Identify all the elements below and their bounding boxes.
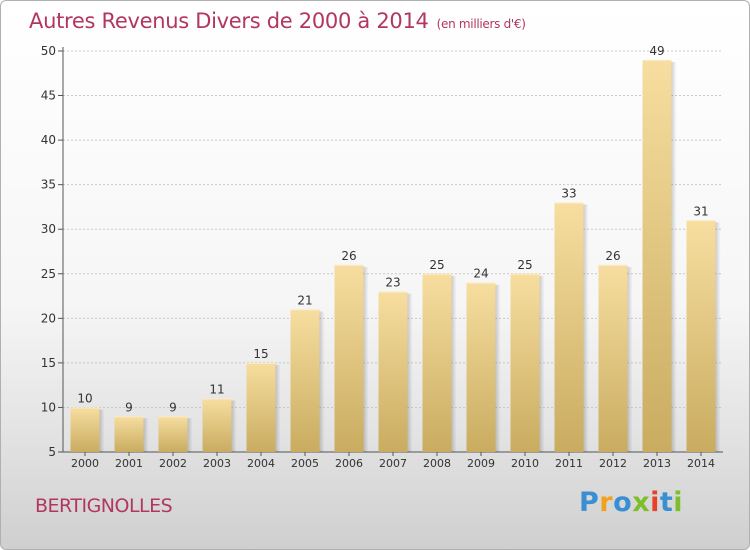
bar <box>642 59 672 453</box>
chart-title: Autres Revenus Divers de 2000 à 2014 (en … <box>29 9 526 33</box>
x-tick-label: 2009 <box>467 457 495 470</box>
value-label: 25 <box>517 258 532 272</box>
bar-shadow <box>539 275 545 452</box>
y-tick-label: 35 <box>41 178 56 192</box>
x-tick-label: 2007 <box>379 457 407 470</box>
bar <box>466 282 496 452</box>
y-tick-label: 5 <box>48 445 56 459</box>
value-label: 11 <box>209 383 224 397</box>
y-tick-label: 20 <box>41 311 56 325</box>
x-tick-label: 2006 <box>335 457 363 470</box>
logo-letter: P <box>579 487 600 518</box>
x-tick-label: 2008 <box>423 457 451 470</box>
value-label: 31 <box>693 204 708 218</box>
bar-shadow <box>451 275 457 452</box>
y-tick-label: 15 <box>41 356 56 370</box>
bar <box>334 264 364 452</box>
bar <box>290 309 320 452</box>
y-tick-label: 45 <box>41 89 56 103</box>
x-tick-label: 2000 <box>71 457 99 470</box>
value-label: 25 <box>429 258 444 272</box>
y-tick-label: 10 <box>41 400 56 414</box>
y-tick-label: 50 <box>41 44 56 58</box>
bar-shadow <box>363 266 369 452</box>
logo-letter: x <box>632 487 651 518</box>
commune-name: BERTIGNOLLES <box>35 495 173 517</box>
x-tick-label: 2004 <box>247 457 275 470</box>
bar-shadow <box>231 400 237 452</box>
bar <box>378 291 408 452</box>
x-tick-label: 2001 <box>115 457 143 470</box>
bar <box>598 264 628 452</box>
x-tick-label: 2013 <box>643 457 671 470</box>
logo-letter: i <box>673 487 684 518</box>
logo-letter: t <box>659 487 674 518</box>
value-label: 49 <box>649 44 664 58</box>
value-label: 33 <box>561 186 576 200</box>
bar <box>114 416 144 452</box>
x-tick-label: 2011 <box>555 457 583 470</box>
value-label: 26 <box>605 249 620 263</box>
bar <box>246 362 276 452</box>
logo-letter: i <box>650 487 660 518</box>
bar-shadow <box>187 418 193 452</box>
bar-shadow <box>671 61 677 453</box>
proxiti-logo: Proxiti <box>579 487 683 518</box>
x-tick-label: 2003 <box>203 457 231 470</box>
bar-shadow <box>627 266 633 452</box>
bar-shadow <box>99 409 105 452</box>
value-label: 15 <box>253 347 268 361</box>
logo-letter: r <box>599 487 614 518</box>
bars <box>70 59 721 453</box>
bar-shadow <box>495 284 501 452</box>
value-label: 9 <box>125 400 133 414</box>
value-label: 21 <box>297 293 312 307</box>
bar-shadow <box>143 418 149 452</box>
bar-shadow <box>715 222 721 452</box>
value-label: 23 <box>385 276 400 290</box>
bar <box>510 273 540 452</box>
bar <box>202 398 232 452</box>
bar <box>554 202 584 452</box>
bar <box>422 273 452 452</box>
grid-lines <box>63 50 723 408</box>
bar-shadow <box>407 293 413 452</box>
x-tick-label: 2005 <box>291 457 319 470</box>
value-label: 9 <box>169 400 177 414</box>
bar-shadow <box>275 364 281 452</box>
bar-shadow <box>319 311 325 452</box>
y-tick-label: 30 <box>41 222 56 236</box>
x-tick-label: 2010 <box>511 457 539 470</box>
bar-shadow <box>583 204 589 452</box>
bar <box>158 416 188 452</box>
value-label: 26 <box>341 249 356 263</box>
x-tick-label: 2002 <box>159 457 187 470</box>
chart-unit: (en milliers d'€) <box>436 17 526 31</box>
bar <box>70 407 100 452</box>
value-label: 10 <box>77 391 92 405</box>
bar <box>686 220 716 452</box>
x-tick-label: 2014 <box>687 457 715 470</box>
logo-letter: o <box>613 487 633 518</box>
y-tick-label: 40 <box>41 133 56 147</box>
chart-title-text: Autres Revenus Divers de 2000 à 2014 <box>29 9 429 33</box>
x-tick-label: 2012 <box>599 457 627 470</box>
y-tick-label: 25 <box>41 267 56 281</box>
value-label: 24 <box>473 267 488 281</box>
labels: 5 10 15 20 25 30 35 40 45 50 10 2000 9 2001 9 2002 11 200… <box>41 44 715 470</box>
